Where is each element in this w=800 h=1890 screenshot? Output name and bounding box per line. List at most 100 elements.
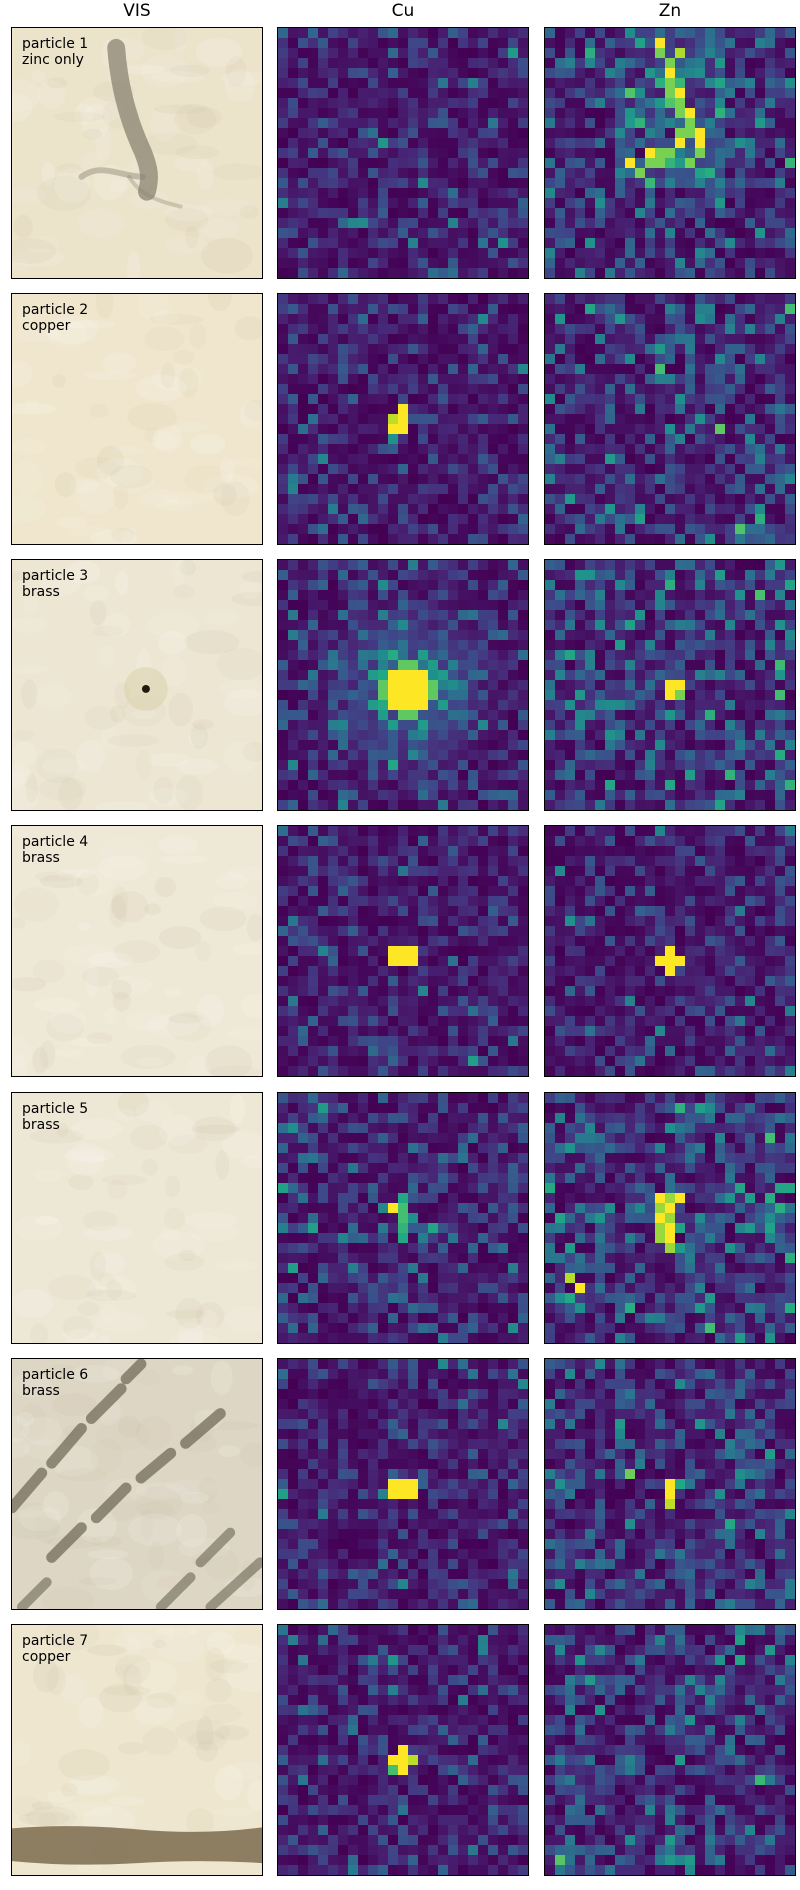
- heatmap-cell: [555, 524, 566, 535]
- heatmap-cell: [368, 48, 379, 59]
- heatmap-cell: [378, 414, 389, 425]
- heatmap-cell: [418, 324, 429, 335]
- heatmap-cell: [398, 334, 409, 345]
- heatmap-cell: [438, 760, 449, 771]
- heatmap-cell: [408, 414, 419, 425]
- heatmap-cell: [388, 414, 399, 425]
- heatmap-cell: [288, 294, 299, 305]
- heatmap-cell: [408, 1066, 419, 1076]
- heatmap-cell: [488, 700, 499, 711]
- heatmap-cell: [448, 198, 459, 209]
- paper-texture: [225, 55, 247, 87]
- heatmap-cell: [318, 866, 329, 877]
- heatmap-cell: [675, 78, 686, 89]
- heatmap-cell: [398, 720, 409, 731]
- heatmap-cell: [745, 720, 756, 731]
- heatmap-cell: [705, 218, 716, 229]
- heatmap-cell: [675, 876, 686, 887]
- heatmap-cell: [745, 238, 756, 249]
- heatmap-cell: [478, 168, 489, 179]
- heatmap-cell: [438, 294, 449, 305]
- heatmap-cell: [308, 600, 319, 611]
- heatmap-cell: [545, 956, 556, 967]
- heatmap-cell: [478, 464, 489, 475]
- heatmap-cell: [348, 314, 359, 325]
- heatmap-cell: [725, 38, 736, 49]
- heatmap-cell: [488, 750, 499, 761]
- heatmap-cell: [565, 534, 576, 544]
- heatmap-cell: [715, 464, 726, 475]
- heatmap-cell: [665, 108, 676, 119]
- heatmap-cell: [458, 88, 469, 99]
- heatmap-cell: [398, 620, 409, 631]
- heatmap-cell: [715, 916, 726, 927]
- heatmap-cell: [408, 690, 419, 701]
- heatmap-cell: [785, 620, 795, 631]
- heatmap-cell: [645, 344, 656, 355]
- heatmap-cell: [308, 610, 319, 621]
- heatmap-cell: [555, 710, 566, 721]
- heatmap-cell: [635, 484, 646, 495]
- heatmap-cell: [565, 424, 576, 435]
- heatmap-cell: [288, 836, 299, 847]
- heatmap-cell: [398, 524, 409, 535]
- heatmap-cell: [685, 946, 696, 957]
- paper-texture: [12, 93, 33, 122]
- heatmap-cell: [735, 198, 746, 209]
- heatmap-cell: [378, 660, 389, 671]
- heatmap-cell: [308, 248, 319, 259]
- heatmap-cell: [428, 966, 439, 977]
- heatmap-cell: [478, 334, 489, 345]
- heatmap-cell: [288, 364, 299, 375]
- heatmap-cell: [518, 966, 528, 977]
- heatmap-cell: [575, 514, 586, 525]
- heatmap-cell: [328, 344, 339, 355]
- heatmap-cell: [428, 484, 439, 495]
- heatmap-cell: [348, 38, 359, 49]
- heatmap-cell: [715, 58, 726, 69]
- heatmap-cell: [358, 770, 369, 781]
- heatmap-cell: [585, 88, 596, 99]
- heatmap-cell: [368, 750, 379, 761]
- heatmap-cell: [338, 198, 349, 209]
- heatmap-cell: [458, 454, 469, 465]
- heatmap-cell: [338, 464, 349, 475]
- heatmap-cell: [585, 58, 596, 69]
- heatmap-cell: [388, 560, 399, 571]
- heatmap-cell: [645, 876, 656, 887]
- heatmap-cell: [545, 404, 556, 415]
- heatmap-cell: [388, 258, 399, 269]
- heatmap-cell: [298, 464, 309, 475]
- heatmap-cell: [288, 424, 299, 435]
- heatmap-cell: [378, 178, 389, 189]
- heatmap-cell: [715, 228, 726, 239]
- heatmap-cell: [765, 148, 776, 159]
- heatmap-cell: [278, 314, 289, 325]
- heatmap-cell: [358, 208, 369, 219]
- heatmap-cell: [428, 324, 439, 335]
- heatmap-cell: [338, 956, 349, 967]
- heatmap-cell: [695, 504, 706, 515]
- heatmap-cell: [508, 690, 519, 701]
- heatmap-cell: [545, 168, 556, 179]
- heatmap-cell: [555, 148, 566, 159]
- heatmap-cell: [458, 730, 469, 741]
- heatmap-cell: [645, 268, 656, 278]
- heatmap-cell: [318, 600, 329, 611]
- heatmap-cell: [545, 314, 556, 325]
- heatmap-cell: [398, 1026, 409, 1037]
- heatmap-cell: [348, 876, 359, 887]
- heatmap-cell: [318, 504, 329, 515]
- heatmap-cell: [308, 88, 319, 99]
- heatmap-cell: [338, 504, 349, 515]
- heatmap-cell: [725, 58, 736, 69]
- heatmap-cell: [378, 770, 389, 781]
- heatmap-cell: [458, 68, 469, 79]
- heatmap-cell: [308, 846, 319, 857]
- heatmap-cell: [358, 314, 369, 325]
- heatmap-cell: [605, 434, 616, 445]
- heatmap-cell: [358, 158, 369, 169]
- heatmap-cell: [665, 936, 676, 947]
- heatmap-cell: [308, 198, 319, 209]
- heatmap-cell: [775, 384, 786, 395]
